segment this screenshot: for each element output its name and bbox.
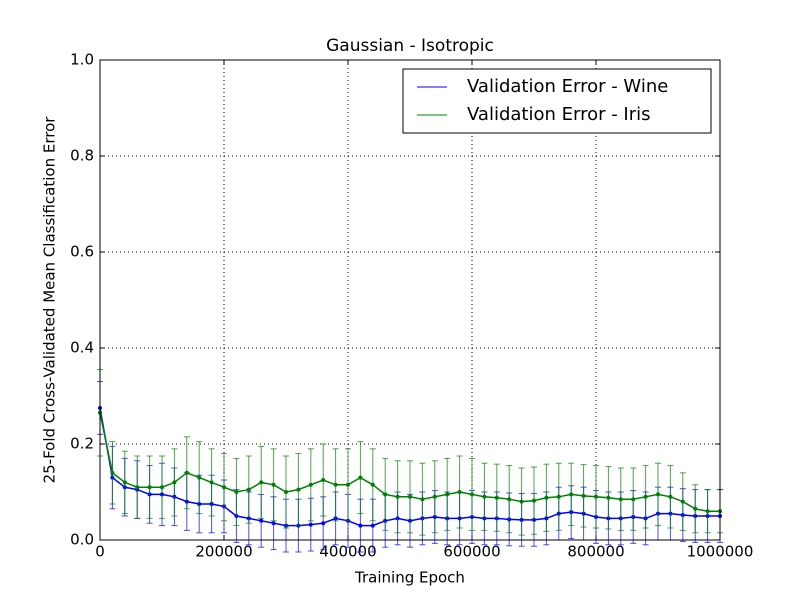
- marker: [631, 497, 636, 502]
- marker: [346, 482, 350, 487]
- marker: [222, 485, 226, 490]
- marker: [259, 480, 264, 485]
- marker: [482, 494, 487, 499]
- plot-frame: [99, 59, 721, 541]
- marker: [457, 490, 462, 494]
- marker: [271, 521, 276, 526]
- marker: [333, 482, 338, 487]
- legend-label: Validation Error - Wine: [467, 76, 668, 97]
- marker: [308, 522, 313, 527]
- x-tick-label: 0: [95, 543, 105, 561]
- marker: [556, 494, 561, 499]
- marker: [246, 487, 251, 492]
- marker: [122, 480, 127, 485]
- marker: [259, 518, 264, 523]
- marker: [432, 494, 437, 499]
- marker: [358, 523, 363, 528]
- marker: [693, 506, 698, 511]
- marker: [184, 470, 189, 475]
- marker: [308, 482, 313, 487]
- marker: [234, 490, 239, 494]
- marker: [370, 523, 375, 528]
- marker: [321, 478, 326, 482]
- marker: [507, 497, 512, 502]
- marker: [606, 495, 611, 500]
- x-axis-label: Training Epoch: [354, 569, 465, 587]
- x-tick-label: 1000000: [687, 543, 754, 561]
- marker: [395, 494, 400, 499]
- marker: [544, 495, 549, 500]
- marker: [705, 509, 710, 514]
- marker: [147, 485, 152, 490]
- marker: [420, 497, 425, 502]
- marker: [358, 475, 363, 480]
- series: [97, 369, 723, 536]
- marker: [197, 475, 202, 480]
- marker: [581, 493, 586, 498]
- y-tick-label: 1.0: [70, 51, 94, 69]
- marker: [110, 470, 115, 475]
- marker: [296, 487, 301, 492]
- marker: [321, 521, 326, 526]
- marker: [284, 490, 288, 494]
- y-tick-label: 0.8: [70, 147, 94, 165]
- y-tick-label: 0.2: [70, 435, 94, 453]
- marker: [470, 492, 474, 497]
- marker: [383, 492, 388, 497]
- x-tick-label: 800000: [567, 543, 624, 561]
- y-tick-label: 0.0: [70, 531, 94, 549]
- marker: [680, 499, 685, 504]
- marker: [569, 492, 574, 497]
- legend-label: Validation Error - Iris: [467, 104, 651, 125]
- marker: [172, 480, 177, 485]
- marker: [668, 494, 673, 499]
- marker: [494, 495, 499, 500]
- marker: [532, 498, 536, 503]
- chart-title: Gaussian - Isotropic: [326, 36, 494, 56]
- marker: [643, 494, 648, 499]
- x-tick-label: 200000: [195, 543, 252, 561]
- x-tick-label: 400000: [319, 543, 376, 561]
- marker: [656, 492, 660, 497]
- legend-box: [402, 68, 712, 134]
- marker: [408, 494, 412, 499]
- marker: [160, 485, 164, 490]
- marker: [271, 482, 276, 487]
- y-axis-label: 25-Fold Cross-Validated Mean Classificat…: [41, 116, 59, 484]
- marker: [209, 480, 214, 485]
- marker: [135, 485, 140, 490]
- y-tick-label: 0.4: [70, 339, 94, 357]
- y-tick-label: 0.6: [70, 243, 94, 261]
- marker: [445, 492, 450, 497]
- marker: [370, 482, 375, 487]
- marker: [594, 494, 598, 499]
- x-tick-label: 600000: [443, 543, 500, 561]
- marker: [618, 497, 623, 502]
- marker: [519, 499, 524, 504]
